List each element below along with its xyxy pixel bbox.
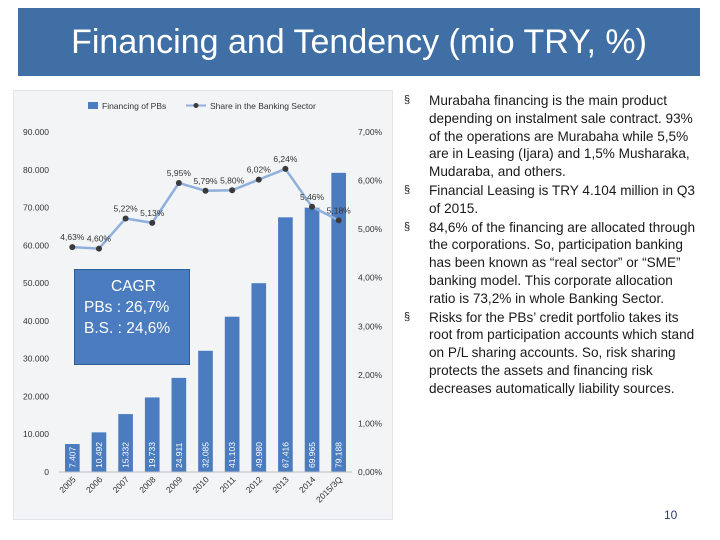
cagr-box: CAGR PBs : 26,7% B.S. : 24,6% — [74, 269, 190, 365]
right-axis-tick-label: 2,00% — [358, 370, 383, 380]
left-axis-tick-label: 40.000 — [23, 316, 49, 326]
share-point — [335, 217, 342, 224]
bullet-list: § Murabaha financing is the main product … — [404, 92, 702, 399]
bullet-item: § 84,6% of the financing are allocated th… — [404, 219, 702, 308]
left-axis-tick-label: 70.000 — [23, 203, 49, 213]
bar-financing — [91, 432, 107, 472]
right-axis-tick-label: 3,00% — [358, 321, 383, 331]
share-value-label: 6,02% — [247, 165, 272, 175]
share-value-label: 4,60% — [87, 234, 112, 244]
share-point — [69, 244, 76, 251]
bullet-text: 84,6% of the financing are allocated thr… — [429, 219, 696, 306]
bar-value-label: 79.188 — [334, 442, 344, 468]
bar-financing — [278, 217, 293, 472]
right-axis-tick-label: 6,00% — [358, 176, 383, 186]
share-value-label: 5,46% — [300, 192, 325, 202]
chart-panel: Financing of PBs Share in the Banking Sec… — [13, 90, 393, 520]
bullet-marker: § — [404, 183, 411, 196]
title-bar: Financing and Tendency (mio TRY, %) — [18, 8, 700, 76]
right-axis-tick-label: 0,00% — [358, 467, 383, 477]
cagr-pbs: PBs : 26,7% — [84, 299, 170, 316]
share-point — [95, 245, 102, 252]
share-point — [202, 187, 209, 194]
bar-financing — [198, 350, 213, 472]
share-value-label: 5,95% — [167, 168, 192, 178]
bar-value-label: 7.407 — [67, 446, 77, 468]
bar-value-label: 67.416 — [280, 442, 290, 468]
category-tick-label: 2013 — [270, 474, 291, 495]
bar-financing — [251, 283, 267, 472]
share-point — [229, 187, 236, 194]
page-number: 10 — [664, 508, 678, 522]
category-tick-label: 2007 — [111, 474, 132, 495]
bullet-item: § Risks for the PBs’ credit portfolio tak… — [404, 309, 702, 398]
bullet-text: Murabaha financing is the main product d… — [429, 93, 693, 180]
bullet-marker: § — [404, 310, 411, 323]
category-tick-label: 2008 — [137, 474, 158, 495]
bar-financing — [64, 444, 80, 472]
cagr-bs: B.S. : 24,6% — [84, 320, 171, 337]
share-value-label: 6,24% — [273, 154, 298, 164]
category-tick-label: 2009 — [164, 474, 185, 495]
left-axis-tick-label: 50.000 — [23, 278, 49, 288]
bullet-text: Risks for the PBs’ credit portfolio take… — [429, 309, 695, 396]
bar-financing — [118, 414, 133, 472]
left-axis-tick-label: 0 — [44, 467, 49, 477]
slide-title: Financing and Tendency (mio TRY, %) — [71, 22, 647, 61]
legend-label-bars: Financing of PBs — [102, 101, 166, 111]
bullet-marker: § — [404, 220, 411, 233]
share-point — [282, 165, 289, 172]
bar-financing — [331, 172, 347, 472]
right-axis-tick-label: 4,00% — [358, 273, 383, 283]
category-tick-label: 2005 — [57, 474, 78, 495]
bar-financing — [171, 377, 187, 472]
left-axis-tick-label: 30.000 — [23, 354, 49, 364]
left-axis-tick-label: 20.000 — [23, 391, 49, 401]
legend-label-line: Share in the Banking Sector — [210, 101, 316, 111]
share-point — [309, 203, 316, 210]
share-point — [175, 180, 182, 186]
share-value-label: 5,22% — [114, 203, 139, 213]
category-tick-label: 2010 — [190, 474, 211, 495]
bar-value-label: 69.965 — [307, 442, 317, 468]
left-axis-tick-label: 90.000 — [23, 127, 49, 137]
left-axis-tick-label: 10.000 — [23, 429, 49, 439]
bullet-item: § Financial Leasing is TRY 4.104 million … — [404, 182, 702, 218]
category-tick-label: 2011 — [218, 474, 238, 494]
left-axis-tick-label: 80.000 — [23, 165, 49, 175]
bar-value-label: 41.103 — [227, 442, 237, 468]
bar-value-label: 49.980 — [254, 442, 264, 468]
share-point — [122, 215, 129, 222]
category-tick-label: 2012 — [244, 474, 265, 495]
cagr-title: CAGR — [111, 278, 156, 295]
left-axis-tick-label: 60.000 — [23, 240, 49, 250]
right-axis-tick-label: 5,00% — [358, 224, 383, 234]
bullet-item: § Murabaha financing is the main product … — [404, 92, 702, 181]
right-axis-tick-label: 1,00% — [358, 418, 383, 428]
share-point — [149, 219, 156, 226]
share-value-label: 5,79% — [193, 176, 218, 186]
share-value-label: 4,63% — [60, 232, 85, 242]
right-axis-tick-label: 7,00% — [358, 127, 383, 137]
financing-chart: Financing of PBs Share in the Banking Sec… — [23, 101, 383, 504]
legend-marker-line — [193, 103, 199, 108]
share-value-label: 5,13% — [140, 208, 165, 218]
bar-value-label: 19.733 — [147, 442, 157, 468]
category-tick-label: 2006 — [84, 474, 105, 495]
share-value-label: 5,18% — [327, 205, 352, 215]
bar-value-label: 24.911 — [174, 442, 184, 468]
share-value-label: 5,80% — [220, 175, 245, 185]
bar-value-label: 32.085 — [201, 442, 211, 468]
bar-value-label: 10.492 — [94, 442, 104, 468]
bullet-marker: § — [404, 94, 411, 106]
legend-swatch-bars — [88, 102, 98, 109]
bullet-text: Financial Leasing is TRY 4.104 million i… — [429, 182, 695, 216]
bar-financing — [224, 316, 240, 472]
share-point — [255, 176, 262, 183]
bar-financing — [304, 207, 320, 472]
category-tick-label: 2014 — [297, 474, 318, 495]
category-tick-label: 2015/3Q — [314, 474, 344, 504]
bar-financing — [144, 397, 160, 472]
bar-value-label: 15.332 — [121, 442, 131, 468]
